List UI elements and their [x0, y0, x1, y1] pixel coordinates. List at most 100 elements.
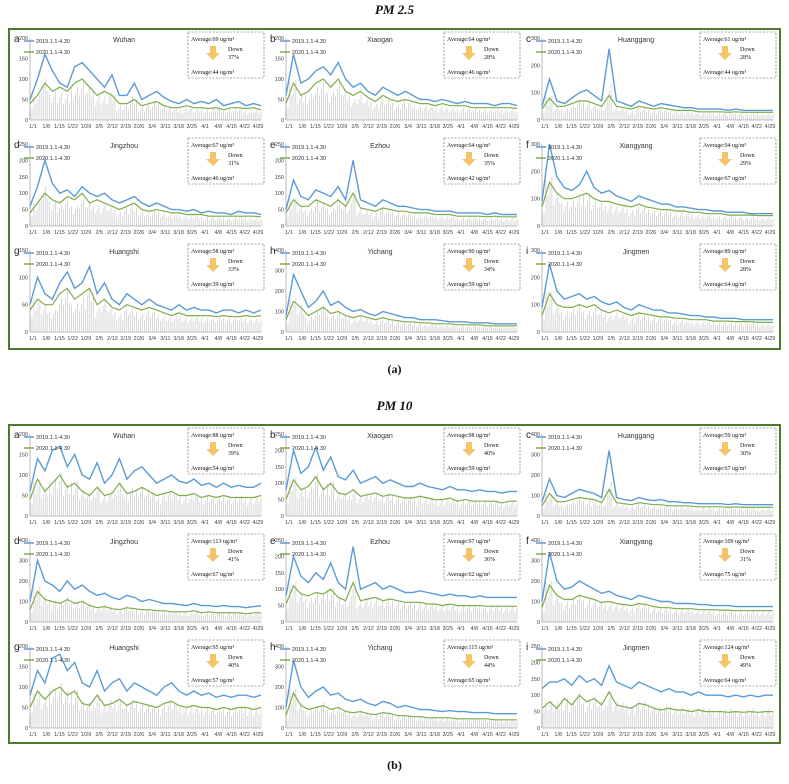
down-label: Down: [740, 549, 755, 555]
x-tick-label: 1/29: [337, 626, 348, 632]
x-tick-label: 4/15: [482, 732, 493, 738]
y-tick-label: 50: [22, 98, 28, 104]
x-tick-label: 4/1: [457, 124, 465, 130]
x-tick-label: 2/19: [632, 520, 643, 526]
average-2019-text: Average:69 ug/m³: [191, 37, 234, 43]
x-tick-label: 4/8: [214, 520, 222, 526]
x-tick-label: 1/15: [310, 520, 321, 526]
y-tick-label: 100: [19, 191, 28, 197]
x-tick-label: 2/12: [363, 732, 374, 738]
x-tick-label: 1/1: [541, 520, 549, 526]
series-2020-line: [29, 78, 262, 111]
x-tick-label: 1/29: [81, 124, 92, 130]
x-tick-label: 2/26: [134, 230, 145, 236]
x-tick-label: 4/15: [226, 230, 237, 236]
x-tick-label: 2/5: [351, 520, 359, 526]
x-tick-label: 4/29: [509, 520, 520, 526]
panel-letter: h: [270, 642, 276, 653]
x-tick-label: 4/8: [470, 230, 478, 236]
x-tick-label: 1/8: [298, 732, 306, 738]
city-name: Ezhou: [370, 143, 390, 150]
x-tick-label: 1/15: [566, 732, 577, 738]
x-tick-label: 1/8: [554, 336, 562, 342]
average-annotation-box: [443, 427, 521, 475]
legend-2019-label: 2019.1.1-4.30: [36, 39, 70, 45]
chart-panel-ezhou: 0 50 100 150 200 250 1/1 1/8 1/15 1/22 1/29 2/5 2/12…: [268, 136, 523, 240]
y-tick-label: 50: [22, 494, 28, 500]
y-tick-label: 50: [278, 98, 284, 104]
legend-2020-label: 2020.1.1-4.30: [36, 552, 70, 558]
x-tick-label: 3/18: [685, 732, 696, 738]
x-tick-label: 4/29: [509, 124, 520, 130]
x-tick-label: 4/29: [253, 626, 264, 632]
average-2020-text: Average:59 ug/m³: [447, 466, 490, 472]
panel-letter: c: [526, 430, 531, 441]
y-tick-label: 200: [19, 432, 28, 438]
x-tick-label: 2/19: [120, 124, 131, 130]
legend-2019-label: 2019.1.1-4.30: [548, 647, 582, 653]
y-tick-label: 0: [537, 330, 540, 336]
chart-panel-jingzhou: 0 50 100 150 200 250 1/1 1/8 1/15 1/22 1/29 2/5 2/12…: [12, 136, 267, 240]
x-tick-label: 2/12: [107, 626, 118, 632]
average-2019-text: Average:64 ug/m³: [447, 143, 490, 149]
x-tick-label: 4/8: [726, 230, 734, 236]
y-tick-label: 0: [25, 118, 28, 124]
legend-2020-label: 2020.1.1-4.30: [548, 156, 582, 162]
y-tick-label: 0: [281, 224, 284, 230]
y-tick-label: 200: [19, 158, 28, 164]
x-tick-label: 2/26: [390, 520, 401, 526]
x-tick-label: 4/15: [482, 124, 493, 130]
panel-chart-svg: 0 50 100 150 200 250 1/1 1/8 1/15 1/22 1/29 2/5 2/12…: [526, 639, 777, 738]
pm10-section-label: (b): [387, 758, 402, 772]
x-tick-label: 4/29: [253, 520, 264, 526]
legend-2019-label: 2019.1.1-4.30: [36, 435, 70, 441]
legend-2019-label: 2019.1.1-4.30: [36, 647, 70, 653]
average-2020-text: Average:67 ug/m³: [191, 572, 234, 578]
panel-letter: c: [526, 34, 531, 45]
average-2019-text: Average:67 ug/m³: [191, 143, 234, 149]
x-tick-label: 3/11: [416, 124, 426, 130]
average-annotation-box: [699, 639, 777, 687]
x-tick-label: 1/8: [298, 520, 306, 526]
x-tick-label: 2/19: [376, 124, 387, 130]
y-tick-label: 0: [537, 224, 540, 230]
x-tick-label: 1/1: [541, 626, 549, 632]
x-tick-label: 1/15: [54, 626, 65, 632]
chart-panel-xiaogan: 0 50 100 150 200 1/1 1/8 1/15 1/22 1/29 2/5 2/12 2/1…: [268, 30, 523, 134]
chart-panel-xiangyang: 0 100 200 300 1/1 1/8 1/15 1/22 1/29 2/5 2/12 2/19 2…: [524, 136, 779, 240]
x-tick-label: 4/1: [457, 732, 465, 738]
x-tick-label: 1/22: [323, 336, 334, 342]
x-tick-label: 2/19: [376, 336, 387, 342]
x-tick-label: 2/12: [107, 732, 118, 738]
y-tick-label: 100: [275, 706, 284, 712]
chart-panel-huangshi: 0 50 100 150 200 1/1 1/8 1/15 1/22 1/29 2/5 2/12 2/1…: [12, 638, 267, 742]
series-2019-line: [541, 143, 773, 215]
panel-letter: f: [526, 536, 529, 547]
panel-letter: d: [14, 536, 20, 547]
x-tick-label: 1/8: [42, 124, 50, 130]
x-tick-label: 3/25: [186, 336, 197, 342]
y-tick-label: 100: [19, 473, 28, 479]
down-arrow-icon: [206, 258, 220, 272]
x-tick-label: 3/11: [416, 230, 426, 236]
average-2019-text: Average:59 ug/m³: [703, 433, 746, 439]
x-tick-label: 3/25: [698, 230, 709, 236]
average-2019-text: Average:64 ug/m³: [447, 37, 490, 43]
x-tick-label: 1/1: [285, 336, 293, 342]
x-tick-label: 2/12: [619, 520, 630, 526]
x-tick-label: 1/29: [337, 230, 348, 236]
x-tick-label: 1/29: [337, 124, 348, 130]
y-tick-label: 100: [19, 275, 28, 281]
x-tick-label: 3/11: [416, 520, 426, 526]
average-2019-text: Average:89 ug/m³: [703, 249, 746, 255]
x-tick-label: 1/22: [579, 626, 590, 632]
average-2020-text: Average:46 ug/m³: [447, 70, 490, 76]
average-annotation-box: [699, 31, 777, 79]
legend-2020-label: 2020.1.1-4.30: [36, 658, 70, 664]
x-tick-label: 4/8: [470, 336, 478, 342]
average-2019-text: Average:94 ug/m³: [703, 143, 746, 149]
x-tick-label: 3/11: [672, 230, 682, 236]
x-tick-label: 4/22: [239, 124, 250, 130]
x-tick-label: 3/11: [160, 336, 170, 342]
down-percent: 35%: [484, 161, 495, 167]
